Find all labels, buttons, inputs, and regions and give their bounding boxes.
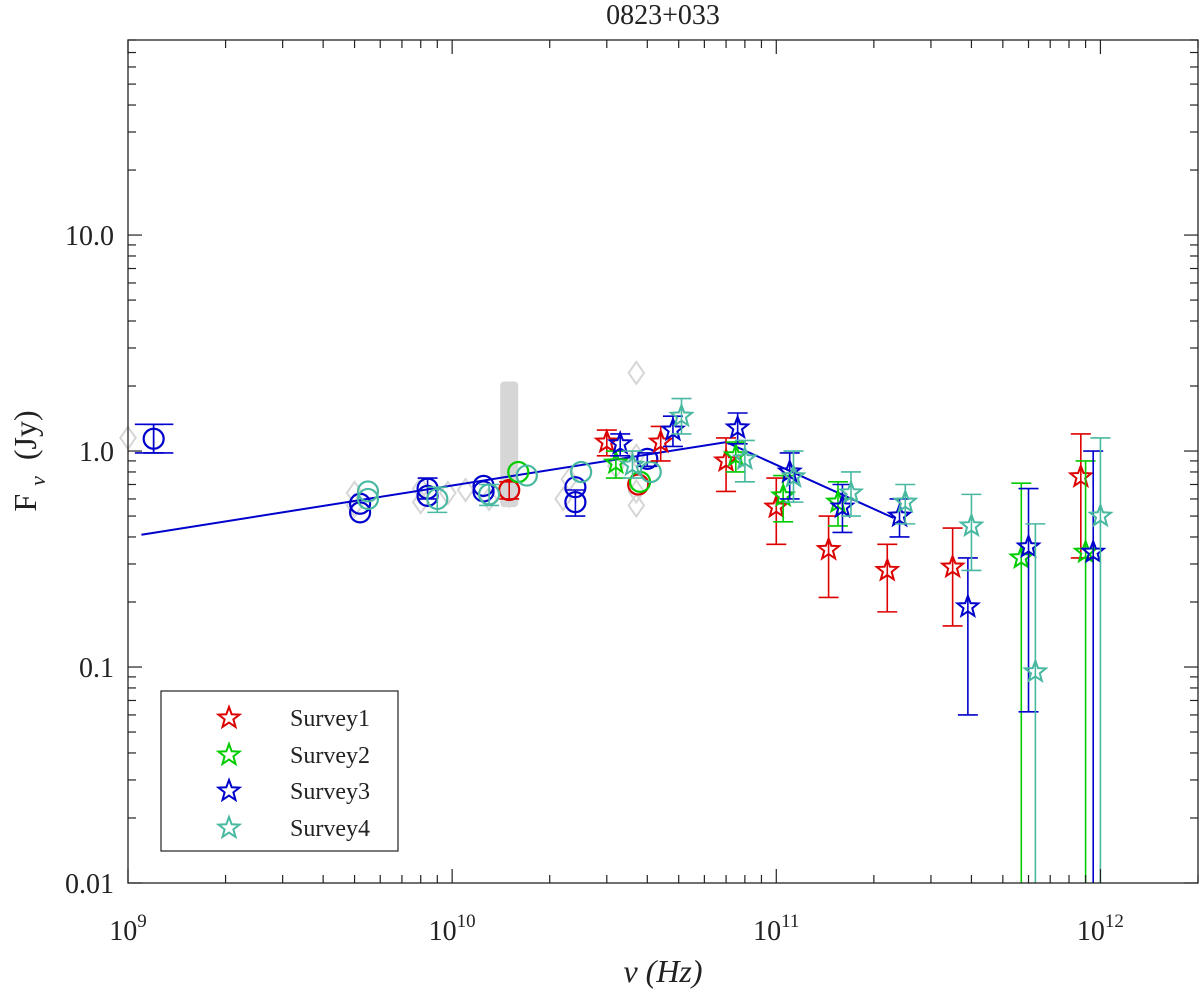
x-tick-label-1: 1010 bbox=[429, 911, 476, 947]
legend-label-survey2: Survey2 bbox=[290, 743, 370, 769]
survey1-point-4 bbox=[815, 535, 842, 561]
archival-diamond-4 bbox=[438, 480, 457, 506]
survey-points bbox=[593, 397, 1114, 883]
archival-diamond-11 bbox=[627, 492, 646, 519]
survey2-point-2 bbox=[769, 482, 797, 508]
circle-teal-6 bbox=[639, 460, 662, 484]
legend-symbols bbox=[215, 704, 243, 840]
y-axis-label-unit: (Jy) bbox=[7, 410, 43, 460]
survey1-point-3 bbox=[763, 493, 790, 519]
survey3-point-7 bbox=[1015, 533, 1042, 559]
survey4-point-6-error bbox=[961, 493, 982, 572]
circle-blue-1 bbox=[348, 501, 372, 524]
y-axis-label-main: F bbox=[7, 494, 43, 512]
legend-star-survey4 bbox=[215, 814, 243, 840]
x-axis-label: ν (Hz) bbox=[623, 953, 702, 989]
x-axis-label-text: ν (Hz) bbox=[623, 953, 702, 989]
circle-blue-7 bbox=[564, 491, 587, 514]
y-axis-label-sub: ν bbox=[25, 476, 50, 486]
x-tick-label-exponent: 9 bbox=[137, 911, 147, 932]
circle-teal-5 bbox=[570, 460, 593, 484]
x-tick-label-exponent: 10 bbox=[457, 911, 476, 932]
survey2-point-5-error bbox=[1075, 460, 1096, 883]
y-tick-label-3: 10.0 bbox=[65, 221, 114, 252]
circle-teal-0 bbox=[356, 487, 380, 511]
survey4-point-5 bbox=[892, 488, 919, 514]
survey3-point-0 bbox=[607, 429, 634, 456]
legend-star-survey3 bbox=[215, 777, 243, 803]
survey1-point-2 bbox=[712, 447, 740, 473]
y-axis-label: F ν (Jy) bbox=[7, 410, 52, 511]
survey3-point-2 bbox=[724, 414, 751, 440]
survey4-point-6 bbox=[958, 512, 985, 538]
archival-diamond-7 bbox=[500, 483, 519, 509]
x-tick-label-2: 1011 bbox=[753, 911, 799, 947]
survey4-point-7 bbox=[1022, 657, 1049, 684]
survey4-point-3 bbox=[780, 462, 807, 489]
legend-label-survey4: Survey4 bbox=[290, 816, 370, 842]
survey4-point-4 bbox=[837, 479, 865, 505]
x-tick-label-base: 10 bbox=[1077, 916, 1105, 947]
survey1-point-7 bbox=[1067, 462, 1095, 489]
legend: Survey1 Survey2 Survey3 Survey4 bbox=[160, 690, 399, 852]
survey3-point-6-error bbox=[957, 557, 978, 716]
x-tick-label-exponent: 11 bbox=[781, 911, 799, 932]
survey1-point-5-error bbox=[877, 543, 898, 613]
x-tick-label-exponent: 12 bbox=[1105, 911, 1124, 932]
circle-points bbox=[134, 423, 662, 524]
survey4-point-3-error bbox=[783, 450, 804, 503]
survey1-point-5 bbox=[874, 556, 901, 582]
survey3-point-5 bbox=[886, 502, 913, 528]
survey4-point-2 bbox=[731, 445, 758, 471]
survey2-point-0 bbox=[602, 449, 629, 475]
archival-diamond-5 bbox=[456, 477, 475, 503]
legend-star-survey1 bbox=[215, 704, 243, 730]
survey4-point-1 bbox=[668, 402, 695, 428]
survey3-point-3 bbox=[776, 458, 803, 484]
circle-teal-3 bbox=[477, 483, 501, 506]
x-tick-label-0: 109 bbox=[109, 911, 147, 947]
circle-teal-4 bbox=[515, 464, 538, 487]
x-tick-label-base: 10 bbox=[753, 916, 781, 947]
circle-blue-0 bbox=[142, 427, 165, 450]
y-tick-label-2: 1.0 bbox=[79, 437, 114, 468]
legend-box bbox=[160, 690, 399, 852]
survey1-point-0 bbox=[593, 428, 621, 454]
archival-diamond-14 bbox=[627, 360, 646, 386]
x-tick-label-base: 10 bbox=[109, 916, 137, 947]
circle-teal-1 bbox=[356, 480, 380, 503]
survey4-point-8 bbox=[1087, 502, 1114, 528]
legend-label-survey3: Survey3 bbox=[290, 779, 370, 805]
x-tick-label-3: 1012 bbox=[1077, 911, 1124, 947]
y-tick-label-1: 0.1 bbox=[79, 653, 114, 684]
x-tick-label-base: 10 bbox=[429, 916, 457, 947]
survey3-point-6 bbox=[954, 592, 982, 619]
legend-label-survey1: Survey1 bbox=[290, 706, 370, 732]
circle-blue-9 bbox=[636, 447, 659, 470]
chart-title: 0823+033 bbox=[606, 0, 720, 31]
survey1-point-6-error bbox=[942, 527, 963, 627]
survey4-point-8-error bbox=[1090, 437, 1111, 883]
survey1-point-6 bbox=[939, 553, 966, 579]
legend-star-survey2 bbox=[215, 741, 243, 767]
survey4-point-0 bbox=[619, 451, 646, 477]
y-tick-label-0: 0.01 bbox=[65, 869, 114, 900]
circle-blue-8 bbox=[564, 476, 587, 499]
survey4-point-7-error bbox=[1025, 523, 1046, 883]
circle-teal-2 bbox=[426, 487, 449, 511]
